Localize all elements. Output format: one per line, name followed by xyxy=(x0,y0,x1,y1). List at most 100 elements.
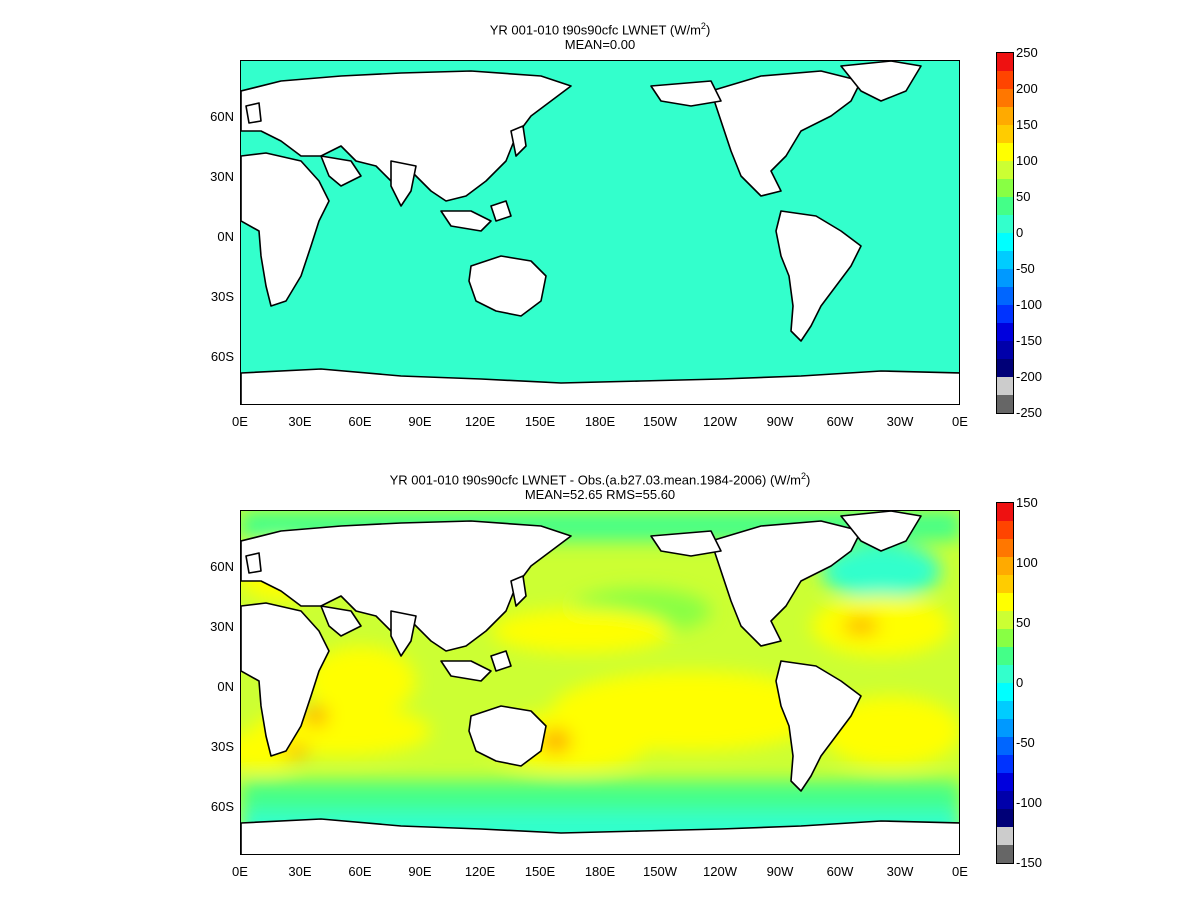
x-tick-label: 90W xyxy=(766,414,794,429)
land-mass xyxy=(390,610,417,657)
x-tick-label: 60E xyxy=(348,414,372,429)
x-tick-label: 120E xyxy=(464,864,496,879)
colorbar-tick-label: 0 xyxy=(1016,225,1024,240)
colorbar-segment xyxy=(997,683,1013,701)
colorbar-segment xyxy=(997,791,1013,809)
colorbar-segment xyxy=(997,809,1013,827)
land-mass xyxy=(490,650,512,672)
colorbar-segment xyxy=(997,197,1013,215)
land-mass xyxy=(245,552,262,574)
land-mass xyxy=(320,155,362,187)
colorbar-segment xyxy=(997,503,1013,521)
top-continents xyxy=(241,61,959,404)
x-tick-label: 30W xyxy=(886,414,914,429)
colorbar-segment xyxy=(997,575,1013,593)
colorbar-tick-label: 200 xyxy=(1016,81,1038,96)
top-colorbar xyxy=(996,52,1014,414)
y-tick-label: 0N xyxy=(217,229,234,244)
x-tick-label: 30W xyxy=(886,864,914,879)
land-mass xyxy=(510,125,527,157)
x-tick-label: 30E xyxy=(288,414,312,429)
top-map-subtitle: MEAN=0.00 xyxy=(564,37,636,52)
land-mass xyxy=(775,210,862,342)
y-tick-label: 60N xyxy=(210,559,234,574)
x-tick-label: 90E xyxy=(408,414,432,429)
bottom-map-svg xyxy=(241,511,959,854)
x-tick-label: 0E xyxy=(232,414,248,429)
land-mass xyxy=(650,80,722,107)
top-title-suffix: ) xyxy=(705,22,711,38)
x-tick-label: 120E xyxy=(464,414,496,429)
colorbar-segment xyxy=(997,701,1013,719)
colorbar-segment xyxy=(997,71,1013,89)
colorbar-segment xyxy=(997,89,1013,107)
land-mass xyxy=(440,210,492,232)
colorbar-segment xyxy=(997,647,1013,665)
colorbar-tick-label: 100 xyxy=(1016,153,1038,168)
colorbar-tick-label: 150 xyxy=(1016,117,1038,132)
colorbar-segment xyxy=(997,773,1013,791)
colorbar-tick-label: -200 xyxy=(1016,369,1043,384)
colorbar-segment xyxy=(997,251,1013,269)
colorbar-segment xyxy=(997,53,1013,71)
land-mass xyxy=(710,520,862,647)
bottom-title-suffix: ) xyxy=(806,472,811,488)
y-tick-label: 30S xyxy=(210,289,234,304)
colorbar-segment xyxy=(997,215,1013,233)
colorbar-segment xyxy=(997,359,1013,377)
colorbar-tick-label: -50 xyxy=(1016,261,1035,276)
land-mass xyxy=(775,660,862,792)
colorbar-segment xyxy=(997,323,1013,341)
x-tick-label: 180E xyxy=(584,864,616,879)
colorbar-segment xyxy=(997,377,1013,395)
colorbar-tick-label: -250 xyxy=(1016,405,1043,420)
x-tick-label: 0E xyxy=(952,864,968,879)
x-tick-label: 120W xyxy=(703,414,737,429)
y-tick-label: 0N xyxy=(217,679,234,694)
land-mass xyxy=(241,368,959,404)
x-tick-label: 150E xyxy=(524,864,556,879)
land-mass xyxy=(320,605,362,637)
x-tick-label: 150W xyxy=(643,414,677,429)
colorbar-segment xyxy=(997,665,1013,683)
land-mass xyxy=(241,152,330,307)
bottom-map-subtitle: MEAN=52.65 RMS=55.60 xyxy=(524,487,676,502)
colorbar-segment xyxy=(997,755,1013,773)
colorbar-segment xyxy=(997,395,1013,413)
colorbar-tick-label: 100 xyxy=(1016,555,1038,570)
top-title-exponent: 2 xyxy=(700,21,706,31)
colorbar-tick-label: -100 xyxy=(1016,795,1043,810)
colorbar-tick-label: -50 xyxy=(1016,735,1035,750)
colorbar-segment xyxy=(997,161,1013,179)
x-tick-label: 150W xyxy=(643,864,677,879)
land-mass xyxy=(468,255,547,317)
bottom-colorbar xyxy=(996,502,1014,864)
top-map-title: YR 001-010 t90s90cfc LWNET (W/m2) xyxy=(0,18,1200,38)
land-mass xyxy=(241,818,959,854)
colorbar-tick-label: 0 xyxy=(1016,675,1024,690)
x-tick-label: 0E xyxy=(232,864,248,879)
colorbar-segment xyxy=(997,125,1013,143)
colorbar-segment xyxy=(997,233,1013,251)
colorbar-segment xyxy=(997,719,1013,737)
x-tick-label: 90E xyxy=(408,864,432,879)
colorbar-segment xyxy=(997,269,1013,287)
y-tick-label: 60N xyxy=(210,109,234,124)
colorbar-segment xyxy=(997,827,1013,845)
colorbar-segment xyxy=(997,539,1013,557)
y-tick-label: 30S xyxy=(210,739,234,754)
bottom-continents xyxy=(241,511,959,854)
land-mass xyxy=(510,575,527,607)
colorbar-tick-label: 50 xyxy=(1016,189,1031,204)
colorbar-segment xyxy=(997,305,1013,323)
colorbar-tick-label: 50 xyxy=(1016,615,1031,630)
colorbar-tick-label: -100 xyxy=(1016,297,1043,312)
x-tick-label: 60E xyxy=(348,864,372,879)
land-mass xyxy=(440,660,492,682)
y-tick-label: 30N xyxy=(210,169,234,184)
top-title-text: YR 001-010 t90s90cfc LWNET (W/m xyxy=(489,22,701,38)
colorbar-tick-label: 250 xyxy=(1016,45,1038,60)
land-mass xyxy=(245,102,262,124)
colorbar-tick-label: -150 xyxy=(1016,333,1043,348)
colorbar-segment xyxy=(997,557,1013,575)
